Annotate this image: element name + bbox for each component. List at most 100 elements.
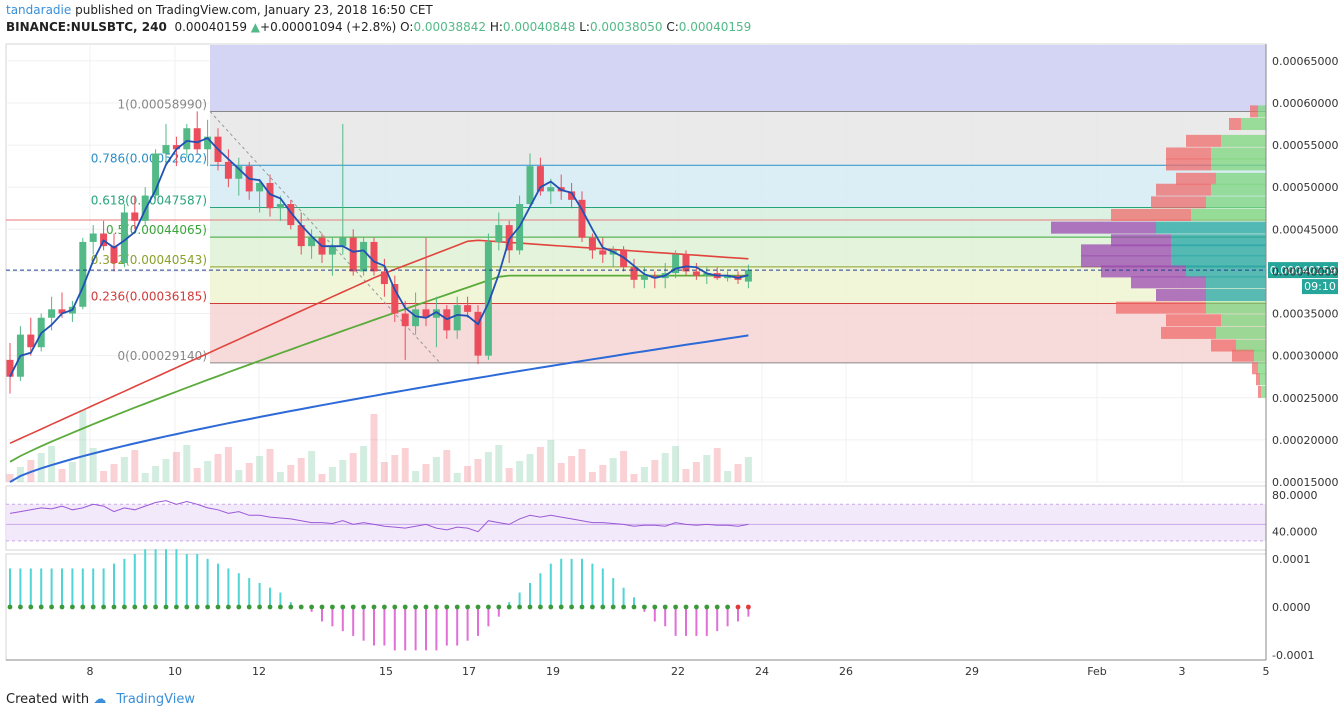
candle-body: [453, 305, 461, 331]
countdown-tag-text: 09:10: [1304, 280, 1336, 293]
volume-bar: [120, 457, 128, 482]
volume-profile-up: [1211, 183, 1266, 196]
macd-signal-dot: [590, 604, 595, 610]
candle-body: [360, 241, 368, 272]
macd-signal-dot: [111, 604, 117, 610]
tradingview-link[interactable]: TradingView: [116, 692, 195, 707]
high-value: 0.00040848: [502, 20, 576, 34]
volume-bar: [245, 463, 253, 482]
macd-signal-dot: [683, 604, 689, 610]
candle-body: [297, 225, 305, 247]
candle-body: [692, 271, 700, 276]
volume-profile-down: [1161, 326, 1216, 339]
volume-bar: [162, 459, 170, 482]
change-value: +0.00001094 (+2.8%): [260, 20, 397, 34]
candle-body: [495, 225, 503, 242]
volume-bar: [287, 465, 295, 482]
volume-bar: [308, 451, 316, 482]
close-value: 0.00040159: [678, 20, 752, 34]
time-tick-label: 12: [252, 665, 266, 678]
volume-bar: [318, 474, 326, 482]
volume-profile-up: [1236, 339, 1266, 352]
volume-profile-up: [1216, 326, 1266, 339]
macd-pane[interactable]: [5, 549, 1267, 661]
candle-body: [172, 145, 180, 150]
macd-signal-dot: [163, 604, 169, 610]
volume-profile-down: [1151, 196, 1206, 209]
candle-body: [391, 284, 399, 314]
candle-body: [640, 275, 648, 280]
macd-signal-dot: [49, 604, 54, 610]
candle-body: [380, 271, 388, 285]
price-tick-label: 0.00060000: [1272, 97, 1338, 110]
volume-profile-up: [1260, 373, 1266, 386]
volume-bar: [110, 464, 118, 482]
macd-signal-dot: [486, 604, 491, 610]
volume-bar: [100, 471, 108, 482]
macd-signal-dot: [662, 604, 668, 610]
volume-profile-up: [1216, 172, 1266, 185]
macd-signal-dot: [413, 604, 418, 610]
candle-body: [401, 313, 409, 327]
fib-level-label: 1(0.00058990): [117, 97, 207, 111]
created-with-label: Created with: [6, 692, 90, 707]
macd-signal-dot: [330, 604, 335, 610]
macd-signal-dot: [132, 604, 138, 610]
symbol-label[interactable]: BINANCE:NULSBTC, 240: [6, 20, 167, 34]
volume-profile-down: [1081, 244, 1171, 257]
fib-zone: [210, 111, 1266, 166]
volume-bar: [692, 462, 700, 482]
time-tick-label: 17: [462, 665, 476, 678]
macd-signal-dot: [610, 604, 616, 610]
volume-profile-down: [1166, 147, 1211, 160]
volume-profile-down: [1250, 105, 1258, 118]
volume-profile-down: [1229, 118, 1241, 131]
macd-signal-dot: [59, 604, 65, 610]
volume-profile-down: [1252, 362, 1258, 375]
publish-text: published on TradingView.com, January 23…: [75, 3, 433, 17]
volume-bar: [682, 469, 690, 482]
volume-bar: [152, 466, 160, 482]
author-link[interactable]: tandaradie: [6, 3, 72, 17]
price-pane[interactable]: 1(0.00058990) 0.786(0.00052602) 0.618(0.00…: [5, 43, 1267, 483]
fib-zone: [210, 303, 1266, 363]
macd-signal-dot: [735, 604, 741, 610]
macd-signal-dot: [652, 604, 658, 610]
candle-body: [370, 241, 378, 272]
volume-bar: [734, 464, 742, 482]
fib-level-label: 0.786(0.00052602): [91, 151, 207, 165]
price-tick-label: 0.00020000: [1272, 434, 1338, 447]
candle-body: [484, 241, 492, 356]
ma-red-line: [9, 239, 749, 445]
volume-profile-up: [1211, 147, 1266, 160]
volume-bar: [328, 467, 336, 482]
volume-bar: [370, 414, 378, 482]
volume-bar: [79, 410, 87, 482]
volume-profile-up: [1261, 385, 1266, 398]
candle-body: [464, 305, 472, 312]
candle-body: [536, 166, 544, 192]
volume-profile-down: [1101, 265, 1186, 278]
macd-signal-dot: [215, 604, 221, 610]
price-tick-label: 0.00055000: [1272, 139, 1338, 152]
volume-bar: [703, 455, 711, 482]
volume-profile-down: [1111, 208, 1191, 221]
macd-signal-dot: [28, 604, 34, 610]
volume-bar: [58, 469, 66, 482]
price-tick-label: 0.00030000: [1272, 350, 1338, 363]
rsi-pane[interactable]: [5, 485, 1267, 551]
macd-signal-dot: [361, 604, 366, 610]
candle-body: [152, 153, 160, 196]
time-tick-label: 22: [671, 665, 685, 678]
volume-bar: [547, 440, 555, 482]
chart-canvas[interactable]: 1(0.00058990) 0.786(0.00052602) 0.618(0.00…: [0, 0, 1344, 688]
volume-profile-up: [1221, 134, 1266, 147]
volume-bar: [588, 472, 596, 482]
price-tick-label: 0.00015000: [1272, 476, 1338, 489]
volume-bar: [193, 468, 201, 482]
macd-signal-dot: [236, 604, 242, 610]
change-icon: ▲: [250, 20, 261, 34]
candle-body: [412, 309, 420, 327]
volume-profile-up: [1156, 221, 1266, 234]
volume-profile-up: [1206, 276, 1266, 289]
